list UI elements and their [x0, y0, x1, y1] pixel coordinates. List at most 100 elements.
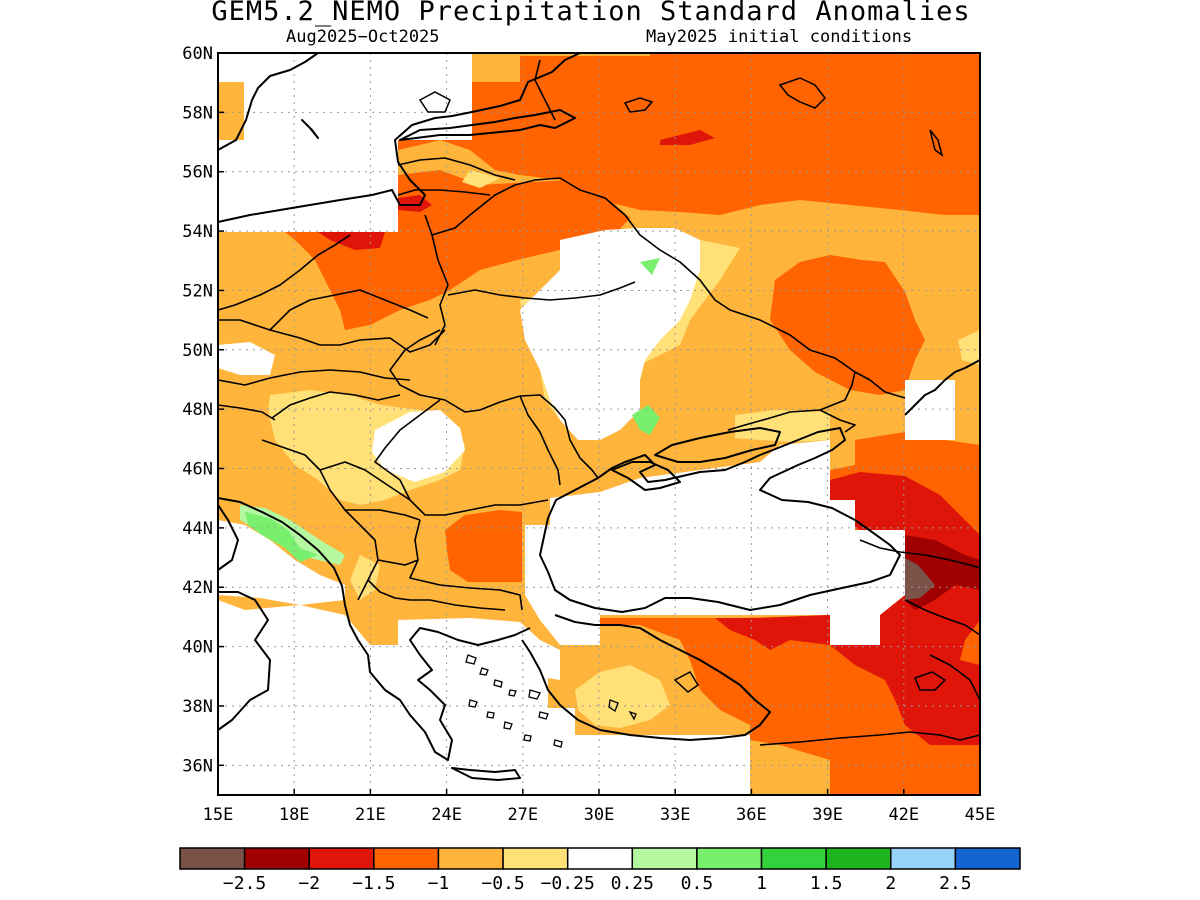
border-russia-kazakh	[819, 371, 906, 433]
coast-gotland	[301, 119, 319, 139]
colorbar-swatch	[373, 847, 440, 870]
border-belarus-south	[447, 281, 636, 301]
colorbar-label: −2.5	[223, 873, 266, 894]
island-group-1	[465, 654, 517, 697]
colorbar-swatch	[243, 847, 310, 870]
lake-onega	[778, 77, 826, 109]
region-wet-dnieper	[632, 405, 660, 435]
lat-tick-label: 44N	[182, 519, 213, 539]
aegean-islands	[465, 654, 637, 748]
lat-tick-label: 36N	[182, 756, 213, 776]
region-normal-hungary	[372, 410, 465, 482]
island-group-3	[528, 689, 637, 748]
coast-caspian	[904, 359, 981, 416]
lat-tick-label: 52N	[182, 281, 213, 301]
colorbar-label: −0.25	[541, 873, 595, 894]
colorbar-swatch	[437, 847, 504, 870]
colorbar-swatch	[825, 847, 892, 870]
region-very-dry-baltic	[318, 232, 385, 250]
colorbar-swatch	[308, 847, 375, 870]
lat-tick-label: 48N	[182, 400, 213, 420]
coast-crete	[451, 767, 521, 781]
lake-ladoga	[623, 97, 654, 113]
region-dry-volga	[770, 255, 925, 395]
border-ukraine-west	[389, 329, 521, 413]
region-wet-belarus	[640, 258, 660, 275]
region-slight-dry-north	[462, 170, 500, 188]
region-normal-scandinavia	[218, 53, 472, 232]
region-record-dry	[905, 558, 935, 600]
lon-tick-label: 39E	[812, 805, 843, 825]
country-borders	[217, 59, 981, 746]
coast-turkey	[521, 614, 771, 741]
coast-crimea	[611, 461, 681, 491]
border-austria-hungary	[217, 391, 401, 421]
lake-rybinsk	[929, 129, 944, 157]
colorbar-swatch	[179, 847, 246, 870]
border-baltics	[397, 157, 516, 196]
coast-azov	[654, 427, 781, 463]
colorbar-label: 0.25	[611, 873, 654, 894]
colorbar-label: −0.5	[481, 873, 524, 894]
colorbar: −2.5 −2 −1.5 −1 −0.5 −0.25 0.25 0.5 1 1.5 2 2.5	[179, 847, 1021, 894]
forecast-period: Aug2025−Oct2025	[286, 27, 440, 47]
lon-tick-label: 33E	[660, 805, 691, 825]
lat-tick-label: 58N	[182, 103, 213, 123]
lat-tick-label: 56N	[182, 163, 213, 183]
region-dry-baltic	[285, 170, 630, 330]
border-germany	[217, 234, 351, 311]
border-finland-russia	[534, 59, 556, 121]
coast-sweden	[217, 52, 319, 151]
region-normal-ukraine	[520, 228, 700, 440]
lakes	[418, 77, 947, 693]
lake-peipus	[418, 91, 451, 113]
border-moldova	[519, 394, 599, 486]
lake-sevan	[914, 671, 947, 691]
border-georgia	[859, 539, 981, 569]
lat-tick-label: 60N	[182, 44, 213, 64]
border-ukraine-russia	[659, 249, 856, 431]
border-balkans	[261, 439, 506, 611]
lon-tick-label: 15E	[203, 805, 234, 825]
chart-title: GEM5.2_NEMO Precipitation Standard Anoma…	[211, 0, 971, 27]
coastlines	[217, 52, 981, 781]
lake-van	[673, 671, 700, 693]
lon-tick-label: 21E	[355, 805, 386, 825]
region-normal-caspian	[905, 380, 955, 440]
region-very-dry-russia	[660, 130, 715, 145]
colorbar-label: −2	[298, 873, 320, 894]
border-turkey-east	[759, 599, 981, 746]
region-slight-dry-east	[958, 330, 980, 365]
coast-adriatic	[217, 497, 359, 641]
border-central-europe	[217, 319, 446, 386]
region-normal-aegean	[218, 600, 750, 795]
lon-tick-label: 18E	[279, 805, 310, 825]
region-normal-black-sea	[525, 440, 905, 645]
colorbar-swatch	[566, 847, 634, 870]
region-normal-italy	[218, 520, 345, 605]
colorbar-label: 2.5	[939, 873, 972, 894]
border-bulgaria	[409, 519, 523, 611]
colorbar-label: 2	[885, 873, 896, 894]
initial-conditions: May2025 initial conditions	[646, 27, 913, 47]
coast-baltic	[217, 52, 581, 223]
lon-tick-label: 45E	[965, 805, 996, 825]
coast-italy	[217, 504, 271, 731]
lon-tick-label: 30E	[584, 805, 615, 825]
map-gridlines	[218, 53, 980, 795]
lon-tick-label: 27E	[507, 805, 538, 825]
lat-tick-label: 54N	[182, 222, 213, 242]
lon-tick-label: 42E	[888, 805, 919, 825]
longitude-axis: 15E 18E 21E 24E 27E 30E 33E 36E 39E 42E 45E	[203, 789, 996, 825]
colorbar-label: 1.5	[810, 873, 843, 894]
lat-tick-label: 38N	[182, 697, 213, 717]
colorbar-swatch	[696, 847, 763, 870]
lat-tick-label: 40N	[182, 638, 213, 658]
region-slight-dry-balkan	[350, 555, 380, 600]
coast-greece	[357, 627, 531, 761]
island-group-2	[468, 699, 532, 742]
border-belarus-north	[431, 177, 661, 251]
lat-tick-label: 46N	[182, 460, 213, 480]
colorbar-label: −1.5	[352, 873, 395, 894]
